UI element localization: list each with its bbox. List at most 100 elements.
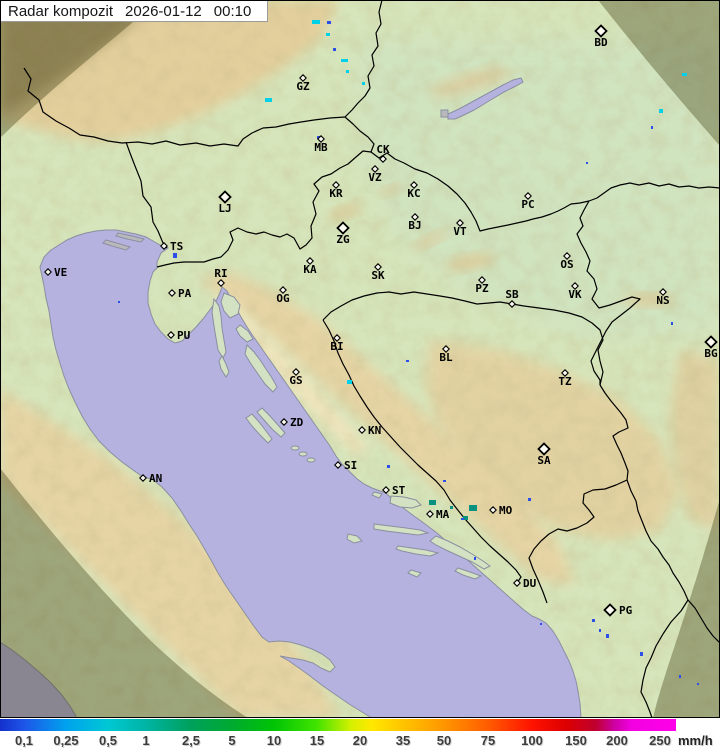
radar-echo <box>679 675 681 678</box>
station-marker-lj: LJ <box>218 190 232 215</box>
station-label: KC <box>407 187 420 200</box>
station-label: SI <box>344 459 357 472</box>
borders-layer <box>23 0 720 718</box>
station-marker-vz: VZ <box>368 165 382 184</box>
radar-echo <box>682 73 687 76</box>
legend-tick: 50 <box>436 733 452 748</box>
station-diamond-icon <box>524 192 532 200</box>
title-bar: Radar kompozit 2026-01-12 00:10 <box>1 1 268 22</box>
radar-map: GZ BD MB CK VZ KR KC LJ ZG BJ VT PC TS VE RI PA PU KA SK OG… <box>0 0 720 718</box>
station-label: MB <box>314 141 328 154</box>
station-label: OS <box>560 258 573 271</box>
station-marker-ns: NS <box>656 288 670 307</box>
station-diamond-icon <box>218 190 232 204</box>
station-diamond-icon <box>410 181 418 189</box>
radar-echo <box>469 505 477 511</box>
station-marker-og: OG <box>276 286 290 305</box>
station-diamond-icon <box>334 461 342 469</box>
legend-tick: 20 <box>352 733 368 748</box>
legend-unit: mm/h <box>678 733 713 748</box>
out-of-range-layer <box>0 0 720 718</box>
radar-echo <box>346 70 349 73</box>
station-label: ST <box>392 484 406 497</box>
station-diamond-icon <box>513 579 521 587</box>
station-marker-tz: TZ <box>558 369 572 388</box>
radar-echo <box>443 480 446 482</box>
station-label: PC <box>521 198 534 211</box>
precipitation-layer <box>118 20 699 685</box>
station-diamond-icon <box>704 335 718 349</box>
legend-tick: 0,25 <box>53 733 79 748</box>
station-label: PA <box>178 287 192 300</box>
station-label: KR <box>329 187 343 200</box>
legend-tick: 1 <box>142 733 150 748</box>
radar-echo <box>463 516 468 520</box>
radar-echo <box>312 20 320 24</box>
station-label: BL <box>439 351 453 364</box>
station-label: PZ <box>475 282 489 295</box>
radar-echo <box>592 619 595 622</box>
station-label: PG <box>619 604 633 617</box>
product-name: Radar kompozit <box>8 2 114 20</box>
legend-scale: 0,1 0,25 0,5 1 2,5 5 10 15 20 35 50 75 100 150 200 250 <box>0 732 720 750</box>
station-label: KN <box>368 424 381 437</box>
radar-echo <box>387 465 390 468</box>
radar-echo <box>474 557 476 560</box>
station-label: VE <box>54 266 67 279</box>
out-of-range-top-left <box>0 0 158 138</box>
station-marker-an: AN <box>139 472 162 485</box>
station-marker-pu: PU <box>167 329 191 342</box>
station-marker-gz: GZ <box>296 74 310 93</box>
station-marker-bi: BI <box>330 334 344 353</box>
radar-echo <box>540 623 542 625</box>
station-marker-bd: BD <box>594 24 608 49</box>
station-diamond-icon <box>659 288 667 296</box>
station-marker-kr: KR <box>329 181 343 200</box>
radar-echo <box>333 48 336 51</box>
station-marker-kn: KN <box>358 424 381 437</box>
station-label: PU <box>177 329 191 342</box>
station-marker-ck: CK <box>376 143 390 163</box>
station-label: OG <box>276 292 290 305</box>
legend: 0,1 0,25 0,5 1 2,5 5 10 15 20 35 50 75 100 150 200 250 … <box>0 718 720 751</box>
radar-echo <box>528 498 531 501</box>
radar-echo <box>606 634 609 638</box>
station-marker-pa: PA <box>168 287 192 300</box>
station-diamond-icon <box>411 213 419 221</box>
station-diamond-icon <box>603 603 617 617</box>
station-diamond-icon <box>563 252 571 260</box>
station-marker-zg: ZG <box>336 221 350 246</box>
station-marker-st: ST <box>382 484 406 497</box>
station-label: BJ <box>408 219 421 232</box>
station-diamond-icon <box>374 263 382 271</box>
station-label: SK <box>371 269 385 282</box>
radar-echo <box>265 98 272 102</box>
station-label: NS <box>656 294 669 307</box>
station-diamond-icon <box>317 135 325 143</box>
station-diamond-icon <box>217 279 225 287</box>
station-diamond-icon <box>489 506 497 514</box>
station-marker-os: OS <box>560 252 574 271</box>
radar-echo <box>640 652 643 656</box>
sea-layer <box>0 77 582 718</box>
station-label: SA <box>537 454 551 467</box>
station-diamond-icon <box>299 74 307 82</box>
station-marker-vk: VK <box>568 282 582 301</box>
station-marker-bl: BL <box>439 345 453 364</box>
legend-tick: 10 <box>266 733 282 748</box>
legend-tick: 0,5 <box>98 733 118 748</box>
station-diamond-icon <box>508 300 516 308</box>
station-label: SB <box>505 288 519 301</box>
station-label: TS <box>170 240 183 253</box>
station-diamond-icon <box>139 474 147 482</box>
radar-echo <box>429 500 436 505</box>
adriatic-sea <box>39 229 582 718</box>
station-diamond-icon <box>561 369 569 377</box>
out-of-range-bottom-left <box>0 468 248 718</box>
station-diamond-icon <box>456 219 464 227</box>
radar-echo <box>697 683 699 685</box>
radar-echo <box>659 109 663 113</box>
radar-echo <box>406 360 409 362</box>
legend-tick: 250 <box>649 733 671 748</box>
